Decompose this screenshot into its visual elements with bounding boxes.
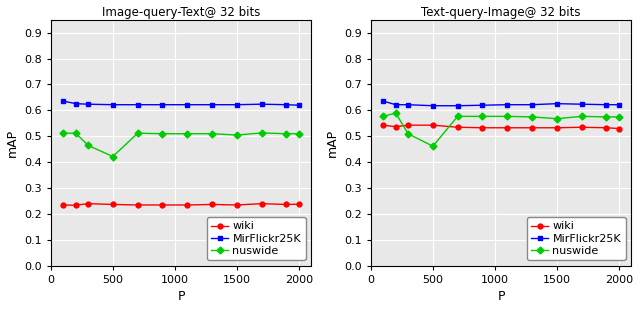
Line: wiki: wiki bbox=[381, 123, 621, 131]
X-axis label: P: P bbox=[497, 290, 505, 303]
Title: Image-query-Text@ 32 bits: Image-query-Text@ 32 bits bbox=[102, 6, 260, 19]
wiki bbox=[404, 123, 412, 127]
wiki bbox=[208, 203, 216, 206]
wiki bbox=[60, 203, 67, 207]
MirFlickr25K bbox=[282, 103, 290, 107]
wiki bbox=[282, 203, 290, 206]
nuswide bbox=[282, 132, 290, 136]
nuswide bbox=[429, 144, 436, 148]
MirFlickr25K bbox=[60, 99, 67, 103]
nuswide bbox=[258, 131, 266, 135]
nuswide bbox=[503, 115, 511, 118]
MirFlickr25K bbox=[208, 103, 216, 107]
Line: MirFlickr25K: MirFlickr25K bbox=[61, 99, 301, 108]
MirFlickr25K bbox=[380, 99, 387, 103]
nuswide bbox=[602, 115, 610, 119]
MirFlickr25K bbox=[479, 104, 486, 107]
wiki bbox=[429, 123, 436, 127]
Y-axis label: mAP: mAP bbox=[6, 129, 19, 157]
MirFlickr25K bbox=[233, 103, 241, 107]
wiki bbox=[602, 126, 610, 129]
MirFlickr25K bbox=[159, 103, 166, 107]
wiki bbox=[479, 126, 486, 129]
Legend: wiki, MirFlickr25K, nuswide: wiki, MirFlickr25K, nuswide bbox=[527, 217, 625, 260]
MirFlickr25K bbox=[553, 102, 561, 105]
nuswide bbox=[84, 143, 92, 147]
Line: wiki: wiki bbox=[61, 201, 301, 208]
Y-axis label: mAP: mAP bbox=[326, 129, 339, 157]
MirFlickr25K bbox=[578, 102, 586, 106]
nuswide bbox=[454, 115, 461, 118]
X-axis label: P: P bbox=[177, 290, 185, 303]
wiki bbox=[454, 125, 461, 129]
nuswide bbox=[183, 132, 191, 136]
wiki bbox=[380, 123, 387, 127]
nuswide bbox=[528, 115, 536, 119]
MirFlickr25K bbox=[84, 102, 92, 106]
nuswide bbox=[615, 115, 623, 119]
Line: nuswide: nuswide bbox=[61, 130, 301, 159]
wiki bbox=[134, 203, 141, 207]
nuswide bbox=[404, 132, 412, 136]
MirFlickr25K bbox=[134, 103, 141, 107]
wiki bbox=[109, 203, 116, 206]
MirFlickr25K bbox=[109, 103, 116, 107]
MirFlickr25K bbox=[183, 103, 191, 107]
wiki bbox=[553, 126, 561, 129]
wiki bbox=[503, 126, 511, 129]
nuswide bbox=[380, 115, 387, 118]
MirFlickr25K bbox=[392, 103, 399, 107]
MirFlickr25K bbox=[72, 102, 79, 105]
wiki bbox=[258, 202, 266, 205]
wiki bbox=[528, 126, 536, 129]
wiki bbox=[183, 203, 191, 207]
wiki bbox=[615, 127, 623, 130]
nuswide bbox=[109, 155, 116, 159]
wiki bbox=[578, 125, 586, 129]
nuswide bbox=[392, 111, 399, 115]
wiki bbox=[295, 202, 303, 206]
nuswide bbox=[578, 115, 586, 118]
wiki bbox=[159, 203, 166, 207]
nuswide bbox=[134, 131, 141, 135]
MirFlickr25K bbox=[615, 103, 623, 107]
Title: Text-query-Image@ 32 bits: Text-query-Image@ 32 bits bbox=[421, 6, 580, 19]
MirFlickr25K bbox=[429, 104, 436, 108]
MirFlickr25K bbox=[503, 103, 511, 107]
MirFlickr25K bbox=[258, 102, 266, 106]
nuswide bbox=[60, 131, 67, 135]
wiki bbox=[233, 203, 241, 207]
Legend: wiki, MirFlickr25K, nuswide: wiki, MirFlickr25K, nuswide bbox=[207, 217, 305, 260]
wiki bbox=[84, 202, 92, 205]
nuswide bbox=[208, 132, 216, 136]
wiki bbox=[392, 125, 399, 129]
Line: nuswide: nuswide bbox=[381, 111, 621, 149]
nuswide bbox=[159, 132, 166, 136]
nuswide bbox=[72, 131, 79, 135]
MirFlickr25K bbox=[602, 103, 610, 107]
nuswide bbox=[295, 132, 303, 136]
nuswide bbox=[479, 115, 486, 118]
Line: MirFlickr25K: MirFlickr25K bbox=[381, 99, 621, 108]
nuswide bbox=[553, 117, 561, 121]
MirFlickr25K bbox=[295, 104, 303, 107]
nuswide bbox=[233, 133, 241, 137]
MirFlickr25K bbox=[454, 104, 461, 108]
MirFlickr25K bbox=[404, 103, 412, 107]
MirFlickr25K bbox=[528, 103, 536, 107]
wiki bbox=[72, 203, 79, 207]
